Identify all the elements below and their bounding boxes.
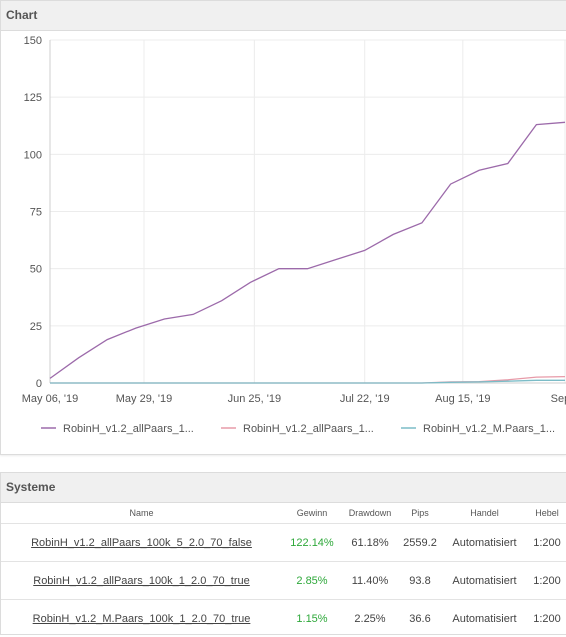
- series-line-1: [50, 122, 565, 378]
- y-tick-label: 150: [24, 35, 42, 47]
- systems-panel-title: Systeme: [1, 473, 566, 503]
- x-tick-label: Aug 15, '19: [435, 393, 490, 405]
- column-header-handel: Handel: [442, 503, 527, 524]
- pips-value: 2559.2: [398, 524, 442, 562]
- chart-panel: Chart 0 25 50 75 100 125 150 May 06, '19 May 29,…: [0, 0, 566, 455]
- systems-table: Name Gewinn Drawdown Pips Handel Hebel R…: [1, 503, 566, 637]
- column-header-name: Name: [1, 503, 282, 524]
- pips-value: 93.8: [398, 562, 442, 600]
- legend-item: RobinH_v1.2_allPaars_1...: [243, 423, 374, 435]
- x-tick-label: Sep 1: [551, 393, 566, 405]
- pips-value: 36.6: [398, 600, 442, 637]
- handel-value: Automatisiert: [442, 524, 527, 562]
- handel-value: Automatisiert: [442, 600, 527, 637]
- column-header-gewinn: Gewinn: [282, 503, 342, 524]
- column-header-hebel: Hebel: [527, 503, 566, 524]
- chart-panel-title: Chart: [1, 1, 566, 31]
- x-tick-label: May 29, '19: [116, 393, 173, 405]
- legend-item: RobinH_v1.2_allPaars_1...: [63, 423, 194, 435]
- gewinn-value: 122.14%: [282, 524, 342, 562]
- x-tick-label: May 06, '19: [22, 393, 79, 405]
- y-tick-label: 50: [30, 264, 42, 276]
- table-row: RobinH_v1.2_M.Paars_100k_1_2.0_70_true 1…: [1, 600, 566, 637]
- table-row: RobinH_v1.2_allPaars_100k_1_2.0_70_true …: [1, 562, 566, 600]
- gewinn-value: 2.85%: [282, 562, 342, 600]
- drawdown-value: 61.18%: [342, 524, 398, 562]
- y-tick-label: 25: [30, 321, 42, 333]
- table-header-row: Name Gewinn Drawdown Pips Handel Hebel: [1, 503, 566, 524]
- gewinn-value: 1.15%: [282, 600, 342, 637]
- legend-item: RobinH_v1.2_M.Paars_1...: [423, 423, 555, 435]
- y-tick-label: 0: [36, 378, 42, 390]
- y-tick-label: 75: [30, 207, 42, 219]
- hebel-value: 1:200: [527, 600, 566, 637]
- line-chart: 0 25 50 75 100 125 150 May 06, '19 May 29, '19 Ju…: [1, 31, 566, 456]
- handel-value: Automatisiert: [442, 562, 527, 600]
- y-tick-label: 125: [24, 92, 42, 104]
- system-name-link[interactable]: RobinH_v1.2_M.Paars_100k_1_2.0_70_true: [1, 600, 282, 637]
- systems-panel: Systeme Name Gewinn Drawdown Pips Handel…: [0, 472, 566, 635]
- y-tick-label: 100: [24, 149, 42, 161]
- system-name-link[interactable]: RobinH_v1.2_allPaars_100k_1_2.0_70_true: [1, 562, 282, 600]
- table-row: RobinH_v1.2_allPaars_100k_5_2.0_70_false…: [1, 524, 566, 562]
- x-tick-label: Jun 25, '19: [228, 393, 281, 405]
- drawdown-value: 2.25%: [342, 600, 398, 637]
- x-tick-label: Jul 22, '19: [340, 393, 390, 405]
- column-header-pips: Pips: [398, 503, 442, 524]
- hebel-value: 1:200: [527, 524, 566, 562]
- system-name-link[interactable]: RobinH_v1.2_allPaars_100k_5_2.0_70_false: [1, 524, 282, 562]
- column-header-drawdown: Drawdown: [342, 503, 398, 524]
- hebel-value: 1:200: [527, 562, 566, 600]
- drawdown-value: 11.40%: [342, 562, 398, 600]
